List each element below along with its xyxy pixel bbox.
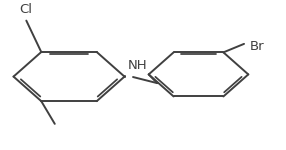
Text: Cl: Cl xyxy=(19,3,32,16)
Text: NH: NH xyxy=(127,58,147,72)
Text: Br: Br xyxy=(250,40,264,53)
